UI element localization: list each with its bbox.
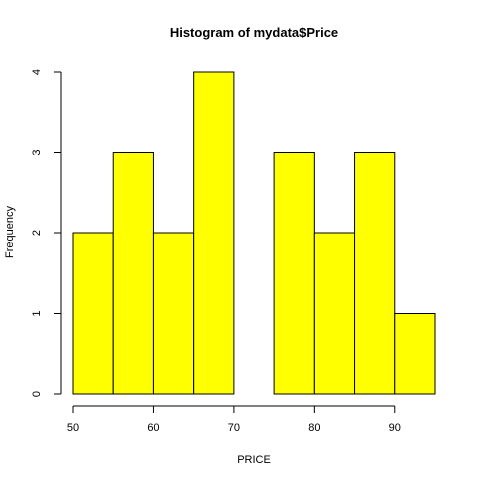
y-tick-label: 0 [31, 391, 43, 397]
y-tick-label: 2 [31, 230, 43, 236]
x-axis-label: PRICE [237, 454, 271, 466]
x-tick-label: 70 [228, 422, 240, 434]
x-tick-label: 90 [389, 422, 401, 434]
histogram-bar [152, 232, 195, 395]
x-tick-label: 50 [67, 422, 79, 434]
y-axis: 0 1 2 3 4 [31, 69, 62, 397]
chart-title: Histogram of mydata$Price [170, 25, 338, 40]
histogram-bar [72, 232, 114, 395]
histogram-bar [394, 313, 436, 395]
y-tick-label: 1 [31, 310, 43, 316]
histogram-bar [112, 152, 154, 395]
y-tick-label: 4 [31, 69, 43, 75]
x-tick-label: 60 [147, 422, 159, 434]
histogram-bar [354, 152, 396, 395]
histogram-bar [193, 71, 235, 395]
y-axis-label: Frequency [4, 206, 16, 258]
y-tick-label: 3 [31, 149, 43, 155]
x-axis: 50 60 70 80 90 [67, 405, 401, 434]
x-tick-label: 80 [308, 422, 320, 434]
histogram-bars [72, 71, 436, 395]
histogram-bar [273, 152, 315, 395]
histogram-bar [313, 232, 356, 395]
